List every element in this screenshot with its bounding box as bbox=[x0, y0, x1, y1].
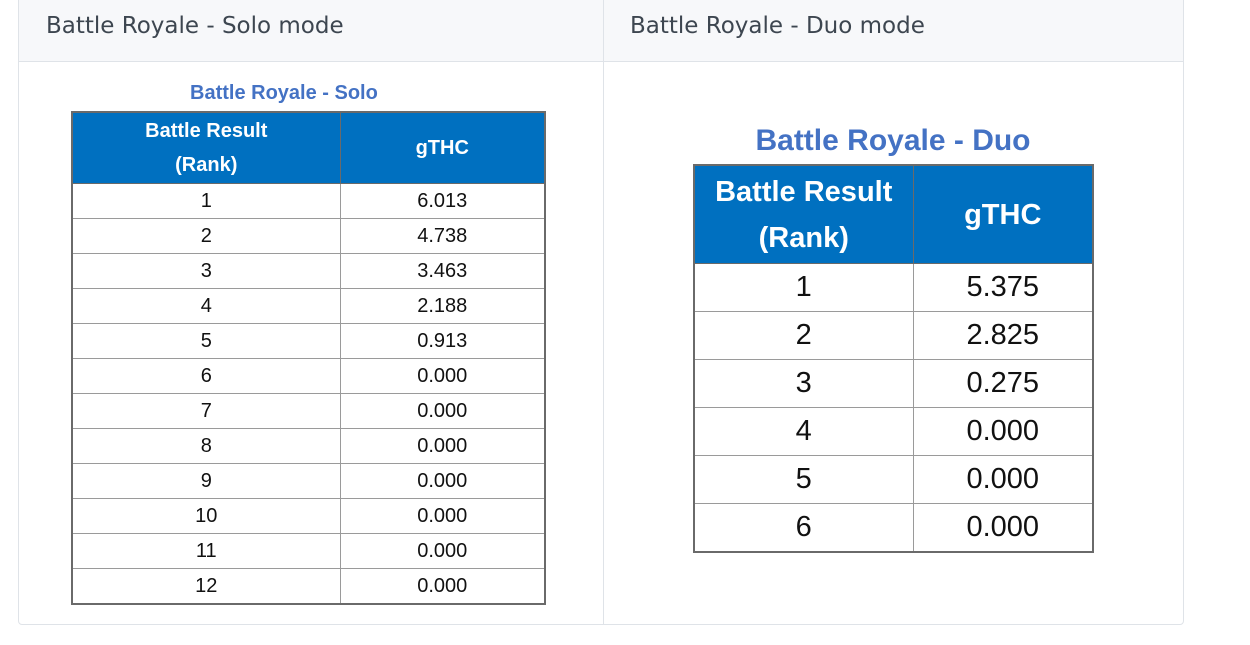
duo-table-row: 5 0.000 bbox=[693, 455, 1094, 504]
duo-table-row: 3 0.275 bbox=[693, 359, 1094, 408]
solo-table-row: 3 3.463 bbox=[71, 253, 546, 289]
solo-value-cell: 0.000 bbox=[339, 463, 546, 499]
solo-value-cell: 0.000 bbox=[339, 533, 546, 569]
duo-rank-cell: 3 bbox=[693, 359, 914, 408]
solo-value-cell: 3.463 bbox=[339, 253, 546, 289]
solo-value-cell: 0.000 bbox=[339, 358, 546, 394]
solo-table-row: 6 0.000 bbox=[71, 358, 546, 394]
solo-value-cell: 0.000 bbox=[339, 393, 546, 429]
solo-table-row: 2 4.738 bbox=[71, 218, 546, 254]
solo-table-row: 4 2.188 bbox=[71, 288, 546, 324]
solo-column-header: Battle Royale - Solo mode bbox=[46, 13, 344, 39]
column-header-row: Battle Royale - Solo mode Battle Royale … bbox=[19, 0, 1183, 62]
duo-value-cell: 0.000 bbox=[912, 407, 1094, 456]
solo-rank-cell: 5 bbox=[71, 323, 341, 359]
solo-rank-cell: 6 bbox=[71, 358, 341, 394]
duo-table-title: Battle Royale - Duo bbox=[755, 124, 1031, 157]
duo-table-row: 2 2.825 bbox=[693, 311, 1094, 360]
duo-value-header: gTHC bbox=[912, 164, 1094, 264]
solo-rank-header-line1: Battle Result bbox=[145, 120, 268, 142]
solo-table-row: 12 0.000 bbox=[71, 568, 546, 605]
solo-rank-cell: 9 bbox=[71, 463, 341, 499]
solo-table-header-row: Battle Result (Rank) gTHC bbox=[71, 111, 546, 184]
column-divider bbox=[603, 0, 604, 624]
solo-table-title: Battle Royale - Solo bbox=[190, 82, 378, 104]
solo-value-cell: 6.013 bbox=[339, 183, 546, 219]
duo-table-body: 1 5.375 2 2.825 3 0.275 4 0.000 5 0.000 6 0.000 bbox=[693, 263, 1094, 553]
duo-rank-cell: 2 bbox=[693, 311, 914, 360]
duo-column-header: Battle Royale - Duo mode bbox=[630, 13, 925, 39]
solo-rank-header: Battle Result (Rank) bbox=[71, 111, 341, 184]
duo-value-cell: 0.000 bbox=[912, 503, 1094, 553]
solo-rank-cell: 12 bbox=[71, 568, 341, 605]
duo-table-row: 6 0.000 bbox=[693, 503, 1094, 553]
solo-rank-cell: 10 bbox=[71, 498, 341, 534]
solo-rank-cell: 8 bbox=[71, 428, 341, 464]
duo-value-cell: 2.825 bbox=[912, 311, 1094, 360]
duo-value-cell: 0.275 bbox=[912, 359, 1094, 408]
duo-table-header-row: Battle Result (Rank) gTHC bbox=[693, 164, 1094, 264]
duo-table-row: 4 0.000 bbox=[693, 407, 1094, 456]
solo-table-body: 1 6.013 2 4.738 3 3.463 4 2.188 5 0.913 6 0.000 7 0.0… bbox=[71, 183, 546, 605]
solo-table-row: 5 0.913 bbox=[71, 323, 546, 359]
rewards-comparison-table: Battle Royale - Solo mode Battle Royale … bbox=[18, 0, 1184, 625]
solo-value-cell: 0.000 bbox=[339, 568, 546, 605]
duo-rank-cell: 6 bbox=[693, 503, 914, 553]
solo-table-row: 10 0.000 bbox=[71, 498, 546, 534]
duo-rank-header-line2: (Rank) bbox=[758, 221, 849, 254]
solo-rank-cell: 1 bbox=[71, 183, 341, 219]
duo-rank-cell: 5 bbox=[693, 455, 914, 504]
duo-table-row: 1 5.375 bbox=[693, 263, 1094, 312]
solo-value-cell: 2.188 bbox=[339, 288, 546, 324]
duo-rank-cell: 4 bbox=[693, 407, 914, 456]
solo-rank-cell: 11 bbox=[71, 533, 341, 569]
solo-value-cell: 0.913 bbox=[339, 323, 546, 359]
solo-rank-cell: 3 bbox=[71, 253, 341, 289]
solo-rank-header-line2: (Rank) bbox=[175, 154, 238, 176]
solo-reward-table: Battle Result (Rank) gTHC 1 6.013 2 4.738 3 3… bbox=[71, 111, 546, 605]
solo-rank-cell: 4 bbox=[71, 288, 341, 324]
solo-table-row: 1 6.013 bbox=[71, 183, 546, 219]
duo-reward-table: Battle Result (Rank) gTHC 1 5.375 2 2.825 3 0… bbox=[693, 164, 1094, 553]
solo-value-cell: 0.000 bbox=[339, 498, 546, 534]
solo-value-cell: 0.000 bbox=[339, 428, 546, 464]
solo-rank-cell: 7 bbox=[71, 393, 341, 429]
duo-rank-header: Battle Result (Rank) bbox=[693, 164, 914, 264]
solo-rank-cell: 2 bbox=[71, 218, 341, 254]
solo-value-cell: 4.738 bbox=[339, 218, 546, 254]
solo-value-header: gTHC bbox=[339, 111, 546, 184]
solo-table-row: 8 0.000 bbox=[71, 428, 546, 464]
duo-value-cell: 5.375 bbox=[912, 263, 1094, 312]
duo-rank-cell: 1 bbox=[693, 263, 914, 312]
solo-table-row: 9 0.000 bbox=[71, 463, 546, 499]
solo-table-row: 7 0.000 bbox=[71, 393, 546, 429]
solo-table-row: 11 0.000 bbox=[71, 533, 546, 569]
duo-value-cell: 0.000 bbox=[912, 455, 1094, 504]
duo-rank-header-line1: Battle Result bbox=[715, 175, 893, 208]
